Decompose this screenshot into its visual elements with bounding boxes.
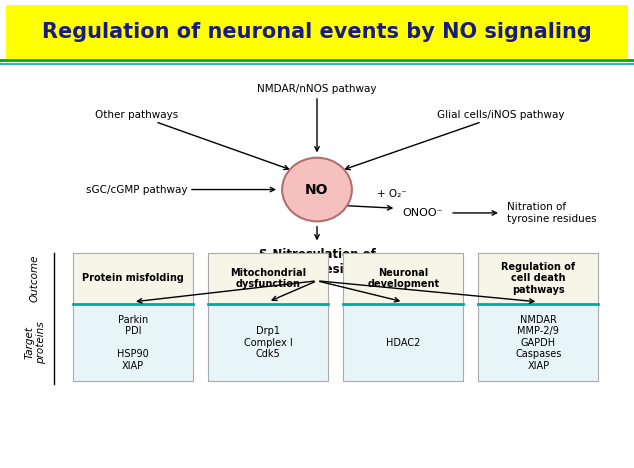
Text: HDAC2: HDAC2 [386,338,420,348]
Bar [478,304,598,381]
Text: NO: NO [305,183,329,197]
Ellipse shape [282,158,352,221]
Text: NMDAR
MMP-2/9
GAPDH
Caspases
XIAP: NMDAR MMP-2/9 GAPDH Caspases XIAP [515,314,562,371]
Bar [208,253,328,304]
Text: Target
proteins: Target proteins [24,322,46,364]
Text: + O₂⁻: + O₂⁻ [377,189,407,199]
Text: S-Nitrosylation of
cysteine residues: S-Nitrosylation of cysteine residues [259,248,375,276]
Text: Glial cells/iNOS pathway: Glial cells/iNOS pathway [437,110,565,120]
Bar [73,253,193,304]
Bar [343,253,463,304]
Text: Outcome: Outcome [30,255,40,302]
Bar [73,304,193,381]
Text: ONOO⁻: ONOO⁻ [403,208,443,218]
Text: Other pathways: Other pathways [94,110,178,120]
Bar [478,253,598,304]
Bar [208,304,328,381]
Text: Parkin
PDI

HSP90
XIAP: Parkin PDI HSP90 XIAP [117,314,149,371]
Text: Regulation of
cell death
pathways: Regulation of cell death pathways [501,262,575,295]
Text: NMDAR/nNOS pathway: NMDAR/nNOS pathway [257,84,377,94]
Text: Mitochondrial
dysfunction: Mitochondrial dysfunction [230,268,306,289]
Text: Regulation of neuronal events by NO signaling: Regulation of neuronal events by NO sign… [42,22,592,42]
Text: Neuronal
development: Neuronal development [367,268,439,289]
Text: Nitration of
tyrosine residues: Nitration of tyrosine residues [507,202,597,224]
Text: Protein misfolding: Protein misfolding [82,273,184,284]
Bar [6,5,628,58]
Text: Drp1
Complex I
Cdk5: Drp1 Complex I Cdk5 [244,326,292,359]
Text: sGC/cGMP pathway: sGC/cGMP pathway [86,184,187,195]
Bar [343,304,463,381]
